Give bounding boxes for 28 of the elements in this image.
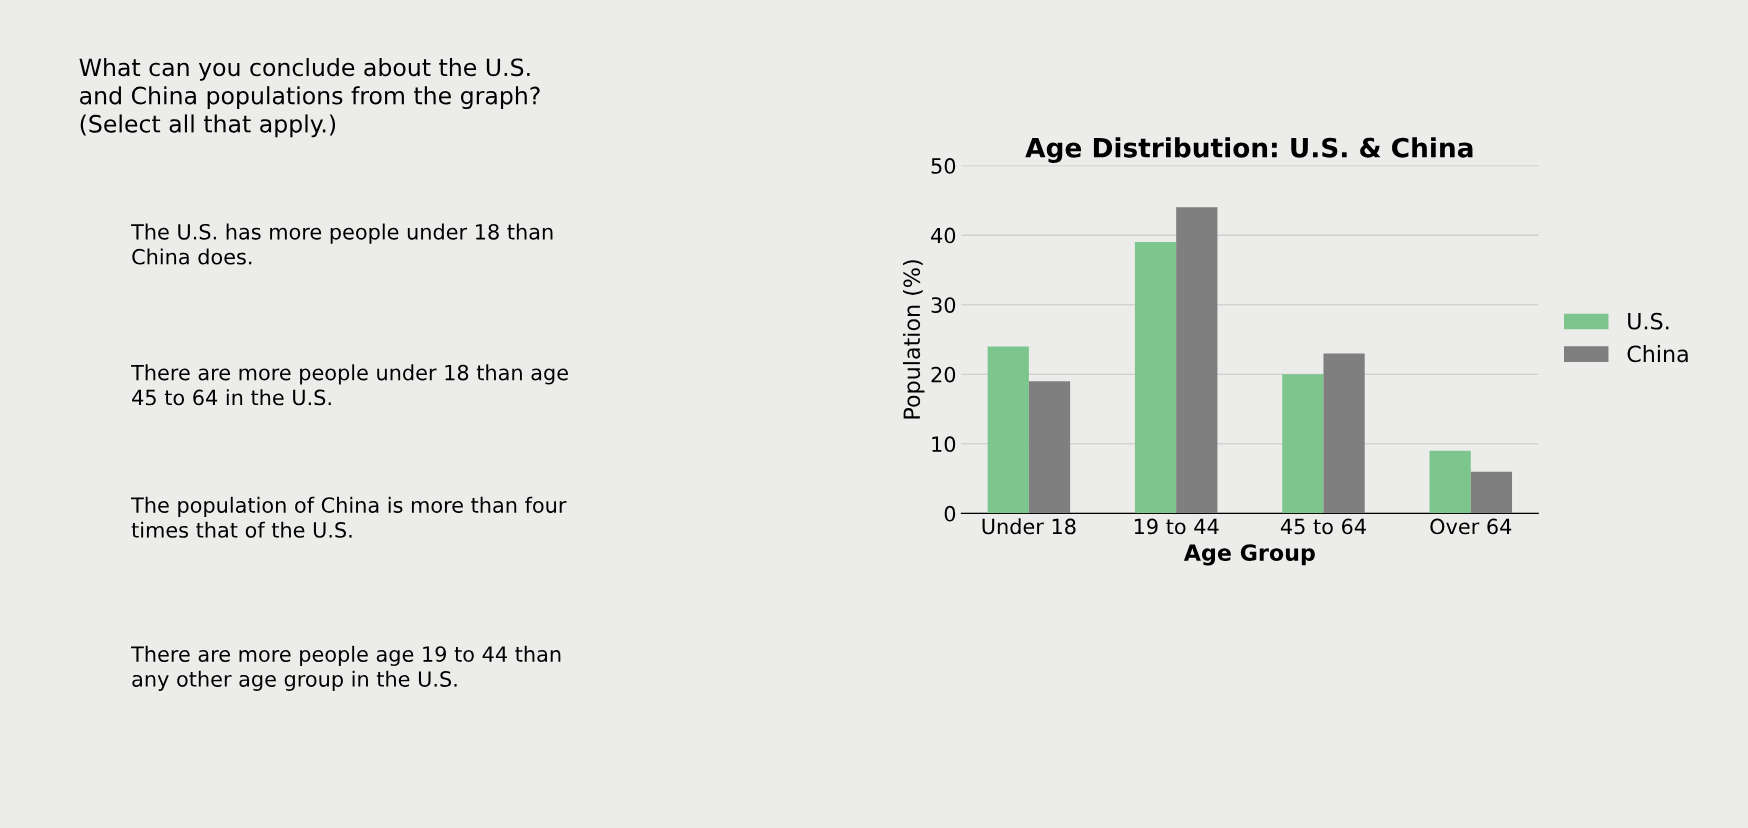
y-tick-label: 10 — [932, 436, 956, 453]
bar — [1282, 374, 1324, 514]
legend-label: China — [1627, 345, 1688, 363]
y-tick-label: 0 — [944, 505, 956, 522]
y-tick-label: 20 — [931, 366, 956, 383]
y-tick-label: 30 — [931, 297, 956, 313]
y-tick-label: 50 — [931, 158, 956, 174]
x-tick-label: Under 18 — [982, 518, 1076, 535]
x-tick-label: Over 64 — [1430, 518, 1512, 535]
x-axis-title: Age Group — [1183, 544, 1315, 566]
text: The U.S. has more people under 18 than China does. — [131, 223, 553, 265]
bar — [1323, 353, 1365, 514]
chart-title: Age Distribution: U.S. & China — [1025, 137, 1473, 163]
bar — [1429, 450, 1471, 514]
bar — [1028, 381, 1071, 514]
bar — [1470, 471, 1513, 514]
bar — [1176, 207, 1218, 514]
y-axis-title: Population (%) — [902, 260, 925, 419]
text: The population of China is more than four times that of the U.S. — [131, 496, 567, 538]
x-tick-label: 45 to 64 — [1280, 518, 1366, 535]
text: There are more people under 18 than age 45 to 64 in the U.S. — [131, 364, 568, 406]
bar — [1134, 242, 1177, 514]
x-tick-label: 19 to 44 — [1134, 518, 1219, 535]
text: What can you conclude about the U.S. and China populations from the graph? (Select all that apply.) — [79, 57, 540, 138]
y-tick-label: 40 — [931, 227, 956, 244]
legend-label: U.S. — [1628, 312, 1669, 330]
bar — [987, 346, 1029, 514]
text: There are more people age 19 to 44 than any other age group in the U.S. — [131, 645, 561, 691]
